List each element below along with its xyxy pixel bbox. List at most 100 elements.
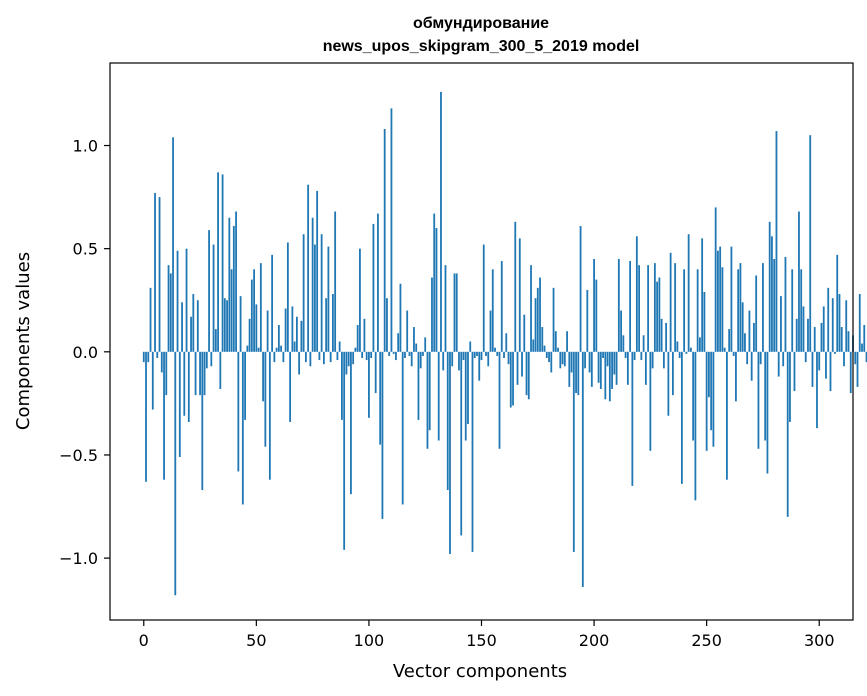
bar <box>275 347 278 352</box>
bar <box>248 318 251 352</box>
bar <box>325 298 328 352</box>
bar <box>469 341 472 352</box>
bar <box>383 129 386 352</box>
bar <box>359 248 361 352</box>
bar <box>329 351 332 363</box>
bar <box>489 310 492 352</box>
bar <box>147 351 150 363</box>
bar <box>584 351 586 369</box>
bar <box>460 351 463 536</box>
bar <box>172 137 174 352</box>
bar <box>516 351 519 385</box>
bar <box>579 225 582 352</box>
bar <box>680 351 683 484</box>
bar <box>142 351 145 363</box>
bar <box>730 246 733 352</box>
bar <box>689 347 692 352</box>
bar <box>266 310 269 352</box>
bar <box>687 234 690 352</box>
bar <box>404 351 406 358</box>
bar <box>640 351 643 361</box>
bar <box>199 351 201 396</box>
bar <box>217 172 219 352</box>
bar <box>154 192 156 352</box>
bar <box>541 327 544 352</box>
bar <box>205 351 208 369</box>
bar <box>442 351 445 371</box>
bar <box>649 351 652 451</box>
bar <box>784 256 787 352</box>
bar <box>451 351 454 367</box>
bar <box>789 351 791 422</box>
bar <box>532 339 535 352</box>
bar <box>818 351 821 371</box>
bar <box>849 351 852 394</box>
bar <box>753 322 755 352</box>
bar <box>674 263 677 352</box>
bar <box>424 337 427 352</box>
bar <box>395 351 397 361</box>
bar <box>181 302 183 352</box>
bar <box>235 211 237 352</box>
y-tick-label: 0.5 <box>73 240 98 259</box>
bar <box>239 296 242 352</box>
bar <box>764 351 767 441</box>
bar <box>194 351 197 396</box>
bar <box>437 351 440 441</box>
bar <box>768 221 771 352</box>
bar <box>570 351 573 373</box>
bar <box>419 351 422 369</box>
bar <box>568 351 571 387</box>
bar <box>858 294 861 352</box>
bar <box>586 289 589 352</box>
bar <box>840 327 843 352</box>
bar <box>187 351 190 422</box>
bar <box>444 265 447 352</box>
bar <box>374 351 377 394</box>
bar <box>865 351 867 363</box>
bar <box>825 351 827 379</box>
bar <box>773 258 776 352</box>
bar <box>408 351 411 356</box>
bar <box>762 263 764 352</box>
bar <box>230 269 233 352</box>
bar <box>361 351 364 358</box>
y-tick-label: −0.5 <box>59 446 98 465</box>
bar <box>458 351 460 371</box>
bar <box>341 351 343 420</box>
bar <box>525 351 528 396</box>
bar <box>521 351 523 377</box>
bar <box>678 351 681 358</box>
y-axis-label: Components values <box>13 252 34 430</box>
bar <box>735 351 737 402</box>
bar <box>656 281 659 352</box>
bar <box>388 351 391 356</box>
x-tick-label: 300 <box>804 631 835 650</box>
bar <box>719 246 722 352</box>
bar <box>174 351 177 596</box>
bar <box>685 351 688 354</box>
bar <box>332 294 334 352</box>
bar <box>834 351 836 354</box>
bar <box>259 263 262 352</box>
bar <box>712 351 715 447</box>
bar <box>572 351 575 552</box>
bar <box>629 261 631 352</box>
bar <box>777 351 780 377</box>
bar <box>861 343 863 352</box>
bar <box>732 351 735 356</box>
bar <box>381 351 384 519</box>
bar <box>692 351 695 441</box>
bar <box>363 318 366 352</box>
bar <box>169 273 172 352</box>
bar <box>246 345 249 352</box>
bar <box>822 306 825 352</box>
bar <box>626 351 629 385</box>
bar <box>232 225 235 352</box>
bar <box>473 351 476 358</box>
bar <box>334 211 337 352</box>
bar <box>196 300 199 352</box>
bar <box>178 351 181 458</box>
bar <box>145 351 147 482</box>
bar <box>807 318 809 352</box>
